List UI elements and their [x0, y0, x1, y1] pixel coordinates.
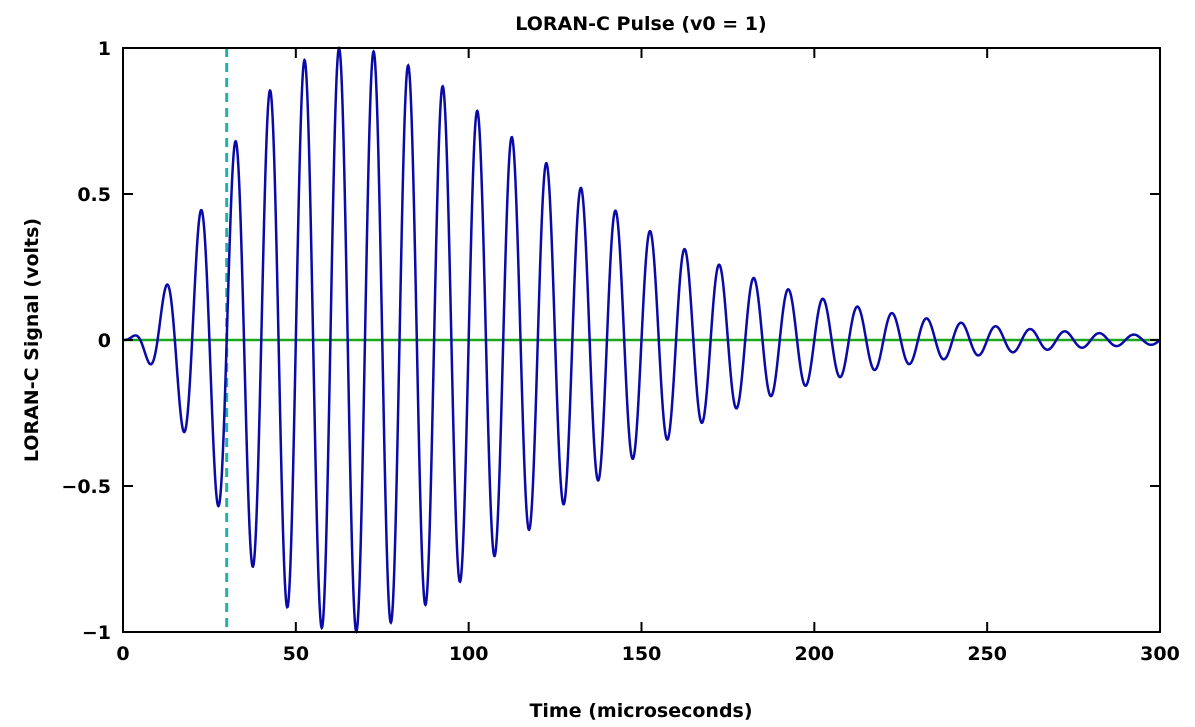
x-tick-label: 200: [794, 643, 834, 665]
x-tick-label: 250: [967, 643, 1007, 665]
y-tick-label: −0.5: [61, 476, 111, 498]
plot-frame: [122, 47, 1161, 633]
chart-title: LORAN-C Pulse (v0 = 1): [515, 13, 766, 35]
x-tick-label: 100: [449, 643, 489, 665]
y-tick-label: −1: [82, 622, 111, 644]
x-tick-label: 50: [283, 643, 309, 665]
x-tick-label: 300: [1140, 643, 1180, 665]
y-axis-label: LORAN-C Signal (volts): [21, 218, 43, 462]
x-tick-label: 0: [116, 643, 129, 665]
y-tick-label: 1: [98, 38, 111, 60]
x-tick-label: 150: [622, 643, 662, 665]
ticks-layer: 0 50 100 150 200 250 300 −1 −0.5 0 0.5 1: [61, 38, 1179, 665]
series-layer: [123, 46, 1161, 635]
y-tick-label: 0.5: [77, 184, 111, 206]
y-tick-label: 0: [98, 330, 111, 352]
x-axis-label: Time (microseconds): [529, 700, 752, 722]
pulse-series-line: [123, 46, 1161, 635]
